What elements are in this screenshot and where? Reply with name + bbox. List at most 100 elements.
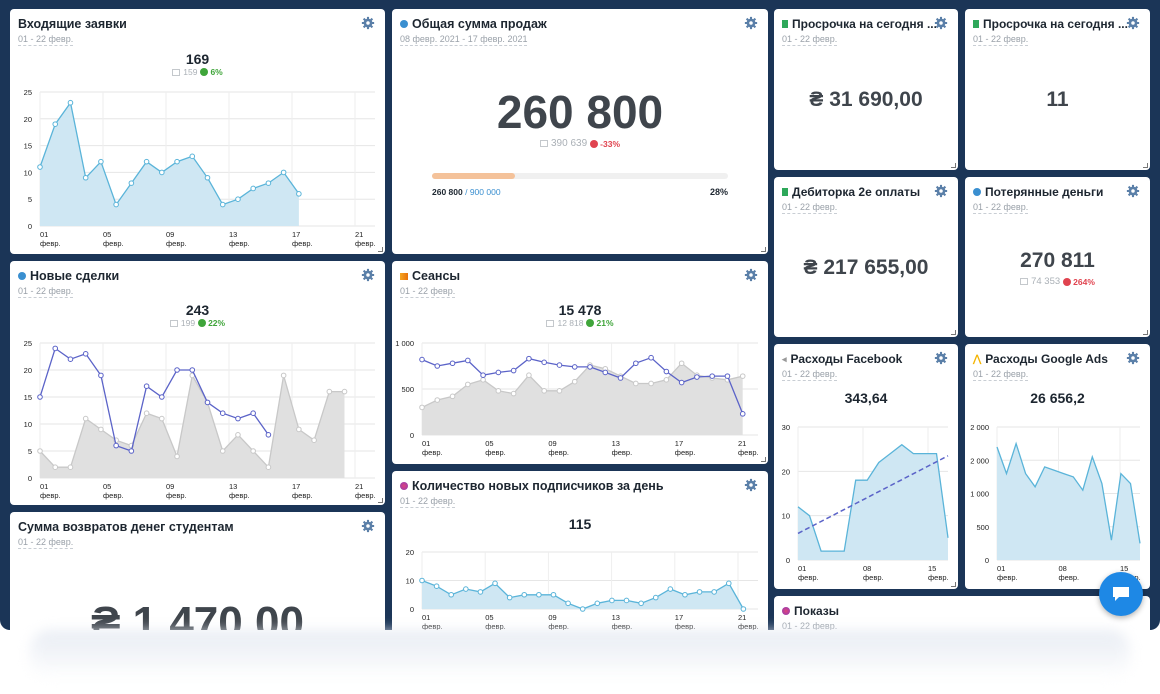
data-point	[536, 591, 542, 598]
gear-icon[interactable]	[934, 184, 948, 198]
period-selector[interactable]: 08 февр. 2021 - 17 февр. 2021	[400, 34, 528, 46]
x-tick-label: февр.	[166, 491, 187, 500]
chat-icon	[1113, 587, 1129, 601]
data-point	[480, 372, 486, 378]
card-receivables[interactable]: Дебиторка 2е оплаты 01 - 22 февр. ₴ 217 …	[774, 177, 958, 337]
card-total-sales[interactable]: Общая сумма продаж 08 февр. 2021 - 17 фе…	[392, 9, 768, 254]
resize-handle[interactable]	[761, 247, 766, 252]
data-point	[204, 174, 211, 181]
data-point	[587, 364, 593, 370]
incoming-chart: 051015202501февр.05февр.09февр.13февр.17…	[24, 88, 376, 248]
x-tick-label: 09	[548, 613, 556, 622]
y-tick-label: 0	[410, 431, 414, 440]
data-point	[448, 591, 455, 598]
period-selector[interactable]: 01 - 22 февр.	[400, 496, 456, 508]
resize-handle[interactable]	[761, 457, 766, 462]
kpi-value: 11	[1046, 88, 1069, 111]
period-selector[interactable]: 01 - 22 февр.	[973, 34, 1029, 46]
data-point	[419, 577, 425, 584]
x-tick-label: февр.	[40, 491, 61, 500]
progress-bar	[432, 173, 728, 179]
new-deals-chart: 051015202501февр.05февр.09февр.13февр.17…	[24, 339, 376, 500]
period-selector[interactable]: 01 - 22 февр.	[782, 369, 838, 381]
x-tick-label: 21	[355, 230, 363, 239]
resize-handle[interactable]	[951, 163, 956, 168]
gear-icon[interactable]	[361, 268, 375, 282]
x-tick-label: 21	[355, 482, 363, 491]
card-title: Потерянные деньги	[973, 185, 1103, 199]
card-google-ads-spend[interactable]: ⋀ Расходы Google Ads 01 - 22 февр. 26 656…	[965, 344, 1150, 589]
gear-icon[interactable]	[1126, 184, 1140, 198]
data-point	[113, 442, 119, 449]
card-impressions[interactable]: Показы 01 - 22 февр.	[774, 596, 1150, 630]
gear-icon[interactable]	[361, 519, 375, 533]
y-tick-label: 5	[28, 195, 32, 204]
period-selector[interactable]: 01 - 22 февр.	[400, 286, 456, 298]
resize-handle[interactable]	[1143, 330, 1148, 335]
data-point	[296, 191, 302, 197]
period-selector[interactable]: 01 - 22 февр.	[782, 34, 838, 46]
data-point	[550, 591, 557, 598]
data-point	[265, 180, 272, 186]
gear-icon[interactable]	[1126, 16, 1140, 30]
card-lost-money[interactable]: Потерянные деньги 01 - 22 февр. 270 811 …	[965, 177, 1150, 337]
data-point	[280, 169, 287, 176]
change-badge: 264%	[1063, 277, 1095, 287]
period-selector[interactable]: 01 - 22 февр.	[18, 286, 74, 298]
comparison: 12 818 21%	[392, 318, 768, 328]
period-selector[interactable]: 01 - 22 февр.	[973, 202, 1029, 214]
y-tick-label: 20	[406, 548, 414, 557]
resize-handle[interactable]	[1143, 163, 1148, 168]
data-point	[579, 606, 586, 612]
chat-button[interactable]	[1099, 572, 1143, 616]
change-badge: -33%	[590, 139, 620, 149]
period-selector[interactable]: 01 - 22 февр.	[782, 621, 837, 630]
card-facebook-spend[interactable]: ◂ Расходы Facebook 01 - 22 февр. 343,64 0…	[774, 344, 958, 589]
gear-icon[interactable]	[361, 16, 375, 30]
gear-icon[interactable]	[744, 16, 758, 30]
period-selector[interactable]: 01 - 22 февр.	[782, 202, 838, 214]
y-tick-label: 1 000	[970, 490, 989, 499]
resize-handle[interactable]	[951, 330, 956, 335]
gear-icon[interactable]	[934, 351, 948, 365]
data-point	[740, 606, 747, 612]
gear-icon[interactable]	[1126, 351, 1140, 365]
card-new-subscribers[interactable]: Количество новых подписчиков за день 01 …	[392, 471, 768, 630]
resize-handle[interactable]	[378, 498, 383, 503]
gear-icon[interactable]	[744, 268, 758, 282]
resize-handle[interactable]	[378, 247, 383, 252]
period-selector[interactable]: 01 - 22 февр.	[18, 34, 74, 46]
data-point	[521, 591, 528, 598]
resize-handle[interactable]	[951, 582, 956, 587]
x-tick-label: февр.	[103, 491, 124, 500]
x-tick-label: 01	[997, 564, 1005, 573]
series-area	[997, 443, 1140, 560]
period-selector[interactable]: 01 - 22 февр.	[973, 369, 1029, 381]
x-tick-label: февр.	[355, 239, 376, 248]
y-tick-label: 15	[24, 142, 32, 151]
data-point	[174, 453, 180, 460]
gear-icon[interactable]	[744, 478, 758, 492]
y-tick-label: 20	[24, 115, 32, 124]
data-point	[526, 355, 532, 362]
card-overdue-count[interactable]: Просрочка на сегодня ... 01 - 22 февр. 1…	[965, 9, 1150, 170]
progress-label: 260 800 / 900 000	[432, 187, 501, 197]
period-selector[interactable]: 01 - 22 февр.	[18, 537, 74, 549]
data-point	[311, 437, 317, 443]
card-title: Сумма возвратов денег студентам	[18, 520, 234, 534]
sheet-icon	[973, 20, 979, 28]
x-tick-label: 09	[166, 482, 174, 491]
card-refunds[interactable]: Сумма возвратов денег студентам 01 - 22 …	[10, 512, 385, 630]
card-overdue-amount[interactable]: Просрочка на сегодня ... 01 - 22 февр. ₴…	[774, 9, 958, 170]
dashboard: Входящие заявки 01 - 22 февр. 169 159 6% …	[0, 0, 1160, 630]
data-point	[296, 426, 302, 433]
gear-icon[interactable]	[934, 16, 948, 30]
x-tick-label: февр.	[485, 622, 506, 630]
y-tick-label: 0	[28, 222, 32, 231]
change-badge: 22%	[198, 318, 225, 328]
card-incoming-requests[interactable]: Входящие заявки 01 - 22 февр. 169 159 6% …	[10, 9, 385, 254]
data-point	[52, 345, 59, 352]
previous-value: 199	[180, 318, 196, 328]
